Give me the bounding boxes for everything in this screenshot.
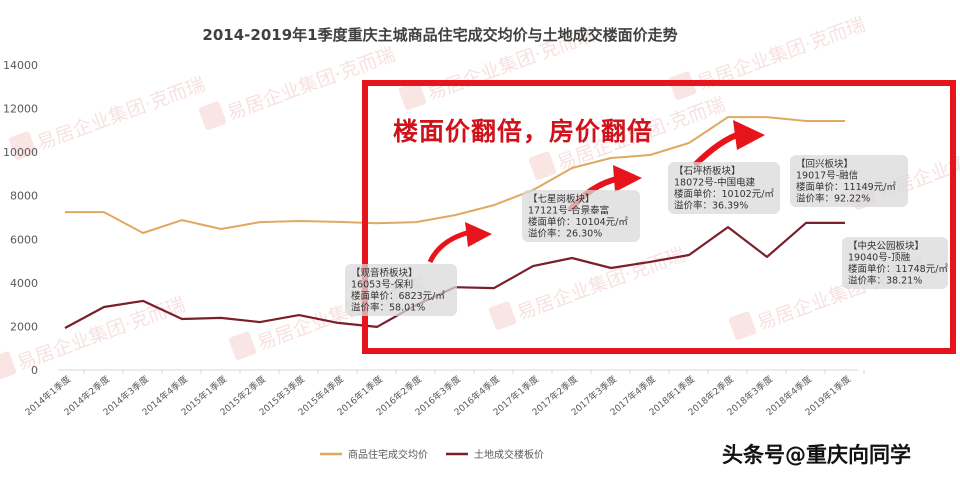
watermark-logo: 易居企业集团·克而瑞	[0, 293, 188, 380]
annotation-line: 楼面单价：10102元/㎡	[674, 188, 774, 200]
x-axis: 2014年1季度2014年2季度2014年3季度2014年4季度2015年1季度…	[23, 370, 865, 418]
annotation-line: 【观音桥板块】	[351, 267, 418, 279]
annotation-line: 溢价率：58.01%	[351, 302, 425, 314]
annotation-line: 16053号-保利	[351, 279, 413, 291]
y-tick-label: 14000	[3, 59, 38, 72]
legend-label: 商品住宅成交均价	[348, 448, 428, 461]
svg-text:易居企业集团·克而瑞: 易居企业集团·克而瑞	[34, 73, 208, 154]
annotation-line: 楼面单价：11748元/㎡	[848, 263, 948, 275]
annotation-line: 楼面单价：11149元/㎡	[796, 181, 896, 193]
y-tick-label: 0	[31, 364, 38, 377]
annotation-line: 17121号-合景泰富	[528, 205, 609, 217]
legend-label: 土地成交楼板价	[474, 448, 544, 461]
watermark-logo: 易居企业集团·克而瑞	[488, 243, 688, 330]
watermark-logo: 易居企业集团·克而瑞	[8, 73, 208, 160]
annotation-line: 19040号-顶融	[848, 253, 911, 264]
annotation-line: 溢价率：38.21%	[848, 275, 922, 287]
y-tick-label: 10000	[3, 146, 38, 159]
annotation-line: 溢价率：92.22%	[796, 193, 870, 205]
highlight-box	[362, 80, 956, 354]
svg-text:易居企业集团·克而瑞: 易居企业集团·克而瑞	[14, 293, 188, 374]
watermark-logo: 易居企业集团·克而瑞	[198, 43, 398, 130]
annotation-line: 【七星岗板块】	[528, 193, 595, 205]
annotation-line: 溢价率：26.30%	[528, 228, 602, 240]
annotation-callout: 【七星岗板块】17121号-合景泰富楼面单价：10104元/㎡溢价率：26.30…	[522, 190, 640, 242]
y-tick-label: 4000	[10, 277, 38, 290]
y-tick-label: 12000	[3, 103, 38, 116]
arrow-icon	[427, 222, 492, 264]
watermark-logo: 易居企业集团·克而瑞	[668, 13, 868, 100]
headline-text: 楼面价翻倍，房价翻倍	[393, 117, 653, 146]
annotation-line: 【回兴板块】	[796, 158, 853, 170]
annotation-callout: 【石坪桥板块】18072号-中国电建楼面单价：10102元/㎡溢价率：36.39…	[668, 162, 780, 214]
annotation-line: 楼面单价：6823元/㎡	[351, 290, 445, 302]
annotation-line: 18072号-中国电建	[674, 177, 756, 189]
credit-watermark: 头条号@重庆向同学	[722, 443, 911, 467]
annotation-line: 溢价率：36.39%	[674, 200, 748, 212]
y-tick-label: 2000	[10, 320, 38, 333]
arrow-icon	[692, 120, 765, 168]
y-tick-label: 8000	[10, 190, 38, 203]
annotation-line: 楼面单价：10104元/㎡	[528, 216, 628, 228]
annotation-line: 【中央公园板块】	[848, 240, 924, 252]
legend: 商品住宅成交均价 土地成交楼板价	[320, 448, 544, 461]
annotation-line: 19017号-融信	[796, 170, 858, 182]
chart-title: 2014-2019年1季度重庆主城商品住宅成交均价与土地成交楼面价走势	[202, 26, 677, 44]
y-tick-label: 6000	[10, 233, 38, 246]
y-axis: 0 2000 4000 6000 8000 10000 12000 14000	[3, 59, 38, 377]
svg-text:易居企业集团·克而瑞: 易居企业集团·克而瑞	[514, 243, 688, 324]
annotation-line: 【石坪桥板块】	[674, 165, 741, 177]
housing-price-line	[65, 116, 845, 234]
